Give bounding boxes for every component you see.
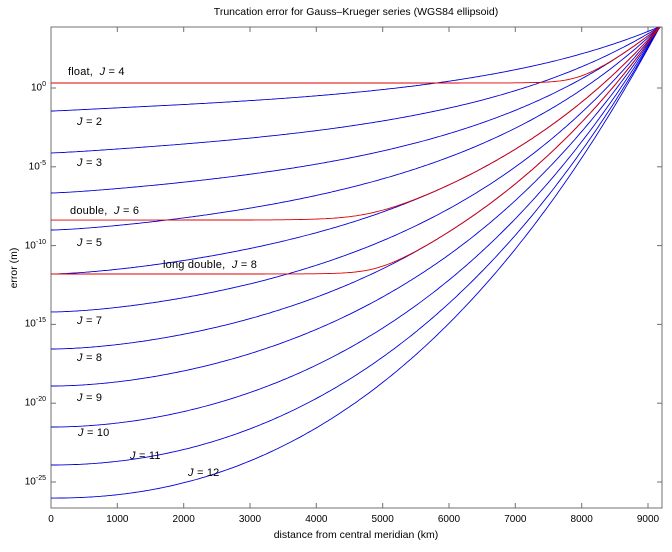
curve-label-J2: J = 2 (77, 116, 103, 128)
y-tick-label: 100 (30, 81, 46, 94)
y-tick-label: 10-20 (24, 396, 46, 409)
curve-label-J9: J = 9 (77, 392, 103, 404)
curve-label-double-J6: double, J = 6 (70, 205, 140, 217)
curve-J7-blue (51, 27, 661, 313)
x-tick-label: 8000 (570, 514, 593, 525)
x-tick-label: 7000 (504, 514, 527, 525)
y-axis-label: error (m) (8, 247, 20, 289)
curve-J10-blue (51, 27, 661, 428)
curve-label-float-J4: float, J = 4 (68, 66, 125, 78)
x-tick-label: 9000 (636, 514, 660, 525)
curve-J4-blue (50, 26, 661, 194)
curve-J3-blue (51, 26, 660, 154)
curve-J11-blue (51, 27, 661, 466)
y-tick-label: 10-15 (24, 317, 46, 330)
curve-double-J6-red (51, 27, 661, 221)
curve-J6-blue (51, 27, 661, 275)
chart-title: Truncation error for Gauss–Krueger serie… (213, 6, 499, 18)
curve-label-J8: J = 8 (77, 352, 103, 364)
curve-J5-blue (51, 26, 661, 231)
x-tick-label: 1000 (106, 514, 129, 525)
curve-label-J11: J = 11 (130, 450, 161, 462)
curve-J9-blue (51, 27, 661, 387)
x-axis-label: distance from central meridian (km) (273, 529, 439, 541)
y-tick-label: 10-5 (28, 159, 46, 173)
x-tick-label: 6000 (437, 514, 461, 525)
curve-label-J3: J = 3 (77, 157, 103, 169)
curve-label-J10: J = 10 (78, 427, 110, 439)
curve-label-J5: J = 5 (77, 237, 103, 249)
curve-label-J7: J = 7 (77, 315, 103, 327)
x-tick-label: 4000 (305, 514, 328, 525)
y-tick-label: 10-25 (24, 475, 46, 488)
curve-J8-blue (51, 27, 661, 350)
y-tick-label: 10-10 (24, 238, 46, 252)
curve-float-J4-red (51, 26, 661, 84)
curve-J2-blue (51, 26, 659, 112)
curve-label-J12: J = 12 (188, 467, 220, 479)
x-tick-label: 0 (48, 514, 54, 525)
curve-J12-blue (51, 27, 661, 499)
x-tick-label: 3000 (238, 514, 262, 525)
x-tick-label: 2000 (172, 514, 195, 525)
plot-box (50, 26, 663, 509)
curve-label-long-double-J8: long double, J = 8 (163, 259, 258, 271)
curve-long-double-J8-red (51, 27, 661, 275)
x-tick-label: 5000 (371, 514, 394, 525)
